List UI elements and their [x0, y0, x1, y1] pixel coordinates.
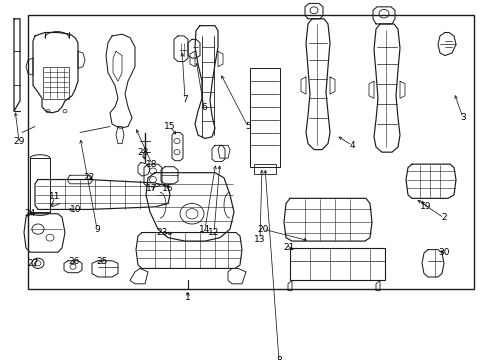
Text: 5: 5: [244, 122, 250, 131]
Bar: [28, 15, 473, 289]
Text: 25: 25: [96, 257, 107, 266]
Text: 24: 24: [24, 209, 36, 218]
Text: 27: 27: [27, 259, 39, 268]
Text: 9: 9: [94, 225, 100, 234]
Text: 17: 17: [146, 184, 158, 193]
Text: 30: 30: [437, 248, 449, 257]
Text: 2: 2: [440, 213, 446, 222]
Text: 10: 10: [70, 205, 81, 214]
Bar: [289, 248, 384, 280]
Text: 16: 16: [162, 184, 173, 193]
Text: 29: 29: [13, 136, 24, 145]
Text: 11: 11: [49, 192, 61, 201]
Text: 3: 3: [459, 113, 465, 122]
Text: 19: 19: [419, 202, 431, 211]
Bar: [43, 67, 69, 99]
Text: 21: 21: [283, 243, 294, 252]
Text: 4: 4: [348, 141, 354, 150]
Text: 20: 20: [257, 225, 268, 234]
Text: 22: 22: [83, 173, 95, 182]
Text: 7: 7: [182, 95, 187, 104]
Text: 6: 6: [201, 103, 206, 112]
Text: 15: 15: [164, 122, 175, 131]
Text: 1: 1: [185, 293, 190, 302]
Bar: [249, 68, 280, 167]
Text: 8: 8: [276, 356, 281, 360]
Bar: [253, 164, 275, 174]
Text: 23: 23: [156, 228, 167, 237]
Text: 12: 12: [208, 228, 219, 237]
Text: 18: 18: [146, 159, 158, 168]
Text: 14: 14: [199, 225, 210, 234]
Text: 28: 28: [137, 148, 148, 157]
Text: 26: 26: [68, 257, 80, 266]
Text: 13: 13: [254, 235, 265, 244]
